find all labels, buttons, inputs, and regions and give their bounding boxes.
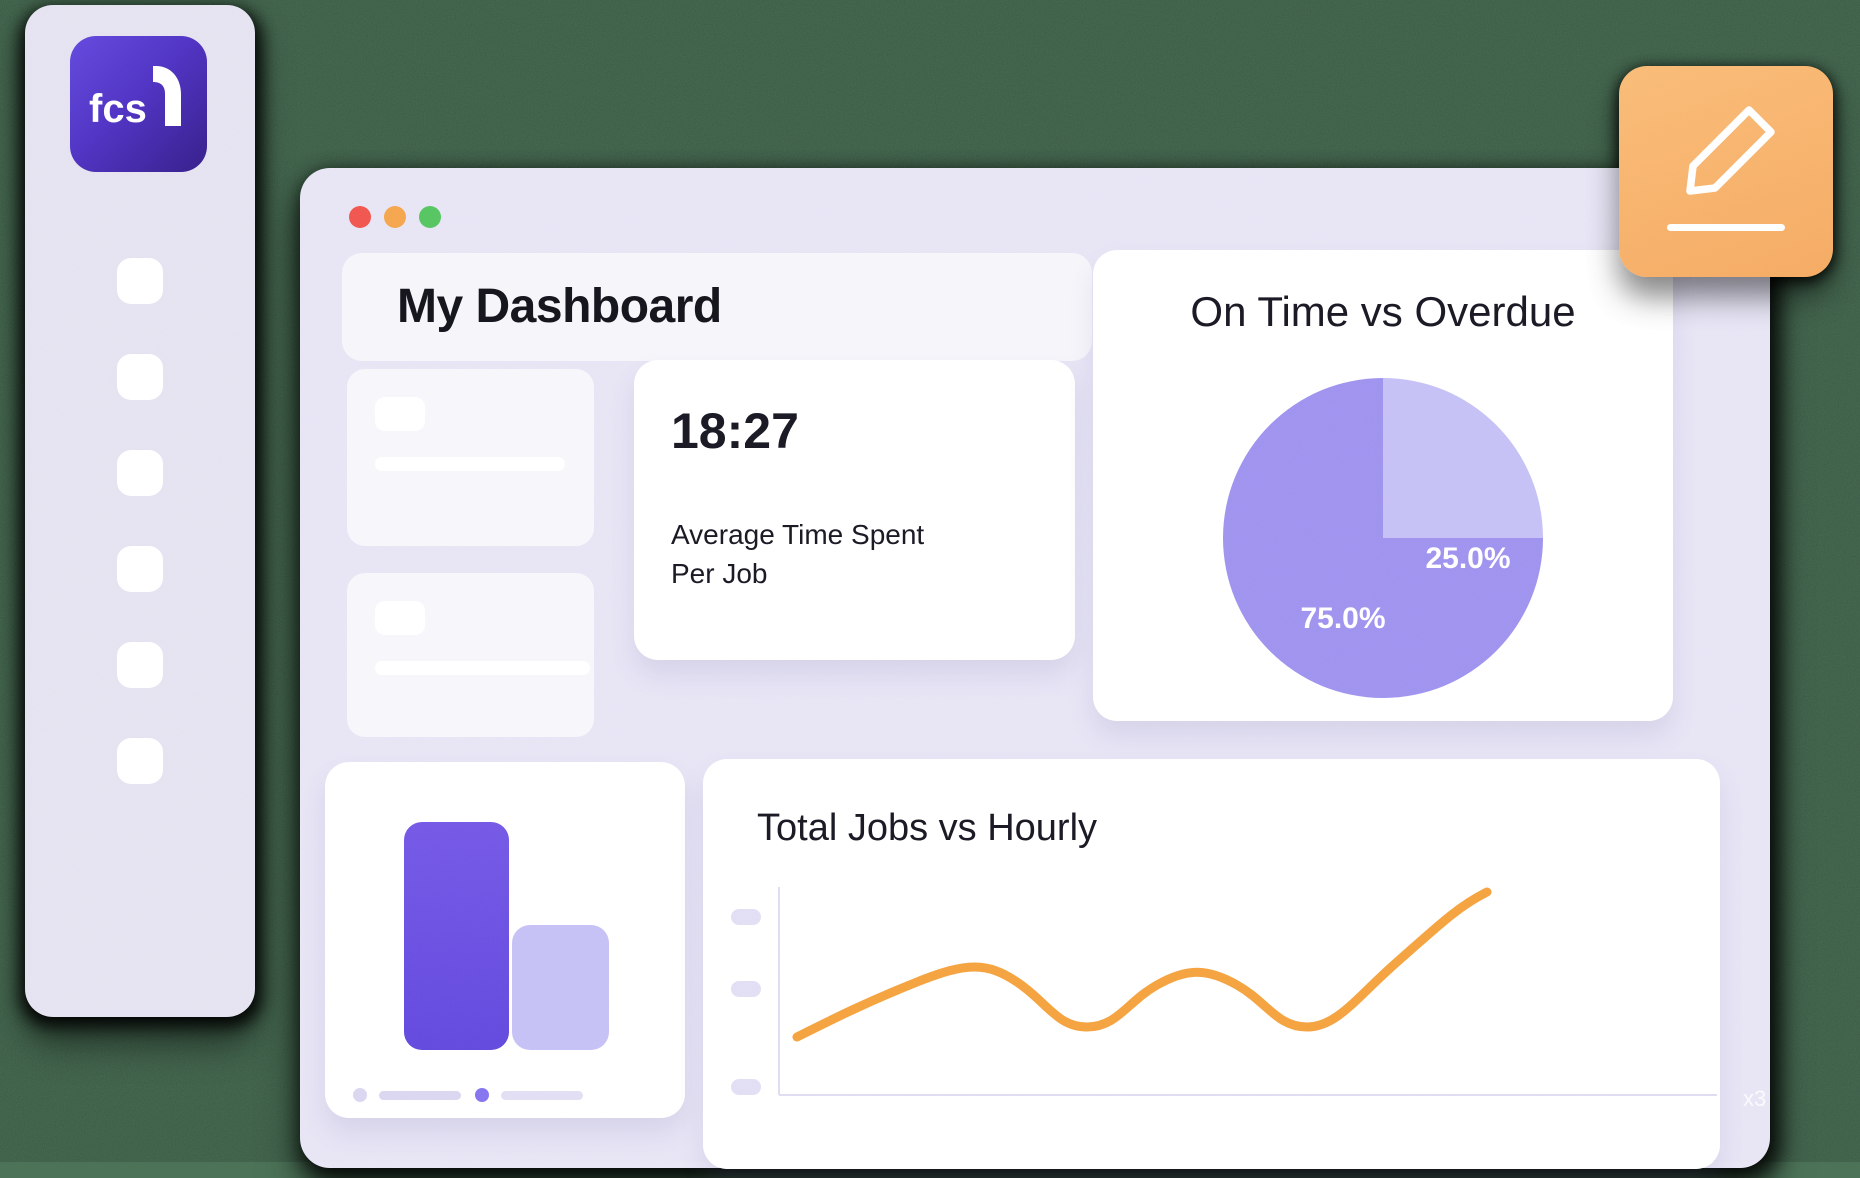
svg-text:fcs: fcs [89, 87, 147, 131]
svg-text:75.0%: 75.0% [1300, 602, 1385, 635]
svg-text:25.0%: 25.0% [1425, 542, 1510, 575]
